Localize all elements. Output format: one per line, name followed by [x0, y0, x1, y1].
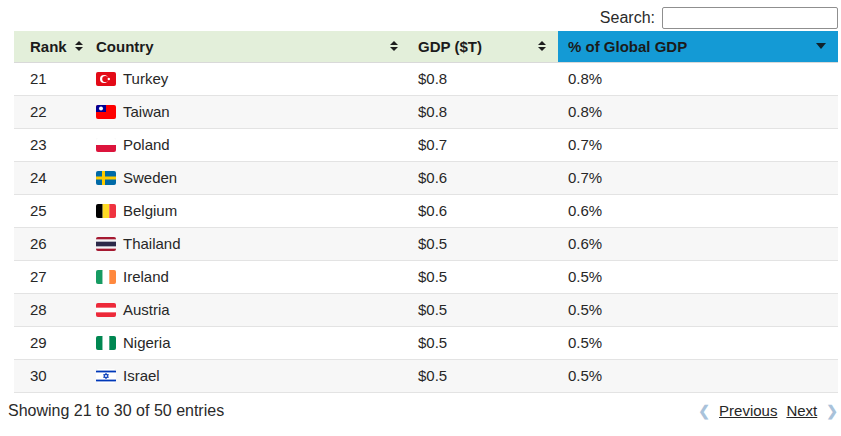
table-row: 21 Turkey $0.8 0.8%: [14, 62, 838, 95]
country-name: Belgium: [123, 202, 177, 219]
flag-belgium-icon: [96, 204, 116, 218]
pct-cell: 0.5%: [558, 260, 838, 293]
pct-cell: 0.8%: [558, 62, 838, 95]
pct-cell: 0.6%: [558, 227, 838, 260]
rank-cell: 28: [14, 293, 82, 326]
gdp-cell: $0.7: [410, 128, 558, 161]
country-name: Ireland: [123, 268, 169, 285]
country-cell: Turkey: [96, 70, 410, 87]
country-name: Israel: [123, 367, 160, 384]
country-cell: Sweden: [96, 169, 410, 186]
country-name: Taiwan: [123, 103, 170, 120]
previous-button[interactable]: Previous: [719, 402, 777, 419]
flag-taiwan-icon: [96, 105, 116, 119]
sort-both-icon: [390, 41, 398, 51]
table-row: 23 Poland $0.7 0.7%: [14, 128, 838, 161]
pct-cell: 0.6%: [558, 194, 838, 227]
country-name: Poland: [123, 136, 170, 153]
pct-cell: 0.8%: [558, 95, 838, 128]
rank-cell: 26: [14, 227, 82, 260]
table-header-row: Rank Country GDP ($T) % of Global GDP: [14, 31, 838, 62]
country-name: Turkey: [123, 70, 168, 87]
country-cell: Nigeria: [96, 334, 410, 351]
gdp-cell: $0.8: [410, 62, 558, 95]
search-input[interactable]: [662, 7, 838, 29]
column-header-rank[interactable]: Rank: [14, 31, 82, 62]
table-row: 28 Austria $0.5 0.5%: [14, 293, 838, 326]
column-header-country[interactable]: Country: [82, 31, 410, 62]
gdp-cell: $0.8: [410, 95, 558, 128]
rank-cell: 22: [14, 95, 82, 128]
country-name: Sweden: [123, 169, 177, 186]
country-cell: Israel: [96, 367, 410, 384]
table-row: 25 Belgium $0.6 0.6%: [14, 194, 838, 227]
flag-austria-icon: [96, 303, 116, 317]
entries-info: Showing 21 to 30 of 50 entries: [8, 402, 224, 420]
column-header-pct-global-gdp[interactable]: % of Global GDP: [558, 31, 838, 62]
next-chevron-icon[interactable]: ❯: [826, 403, 838, 419]
pagination: ❮ Previous Next ❯: [698, 402, 838, 419]
previous-chevron-icon[interactable]: ❮: [698, 403, 710, 419]
table-row: 27 Ireland $0.5 0.5%: [14, 260, 838, 293]
country-cell: Taiwan: [96, 103, 410, 120]
pct-cell: 0.7%: [558, 161, 838, 194]
rank-cell: 23: [14, 128, 82, 161]
flag-ireland-icon: [96, 270, 116, 284]
table-row: 22 Taiwan $0.8 0.8%: [14, 95, 838, 128]
table-row: 30 Israel $0.5 0.5%: [14, 359, 838, 392]
country-name: Nigeria: [123, 334, 171, 351]
country-name: Austria: [123, 301, 170, 318]
country-cell: Belgium: [96, 202, 410, 219]
pct-cell: 0.5%: [558, 293, 838, 326]
country-cell: Thailand: [96, 235, 410, 252]
rank-cell: 25: [14, 194, 82, 227]
column-header-gdp[interactable]: GDP ($T): [410, 31, 558, 62]
table-row: 26 Thailand $0.5 0.6%: [14, 227, 838, 260]
gdp-table: Rank Country GDP ($T) % of Global GDP 21: [14, 31, 838, 393]
rank-cell: 30: [14, 359, 82, 392]
flag-israel-icon: [96, 369, 116, 383]
country-cell: Austria: [96, 301, 410, 318]
table-row: 24 Sweden $0.6 0.7%: [14, 161, 838, 194]
gdp-cell: $0.5: [410, 260, 558, 293]
gdp-cell: $0.6: [410, 161, 558, 194]
next-button[interactable]: Next: [786, 402, 817, 419]
table-footer: Showing 21 to 30 of 50 entries ❮ Previou…: [0, 393, 841, 420]
pct-cell: 0.5%: [558, 326, 838, 359]
rank-cell: 27: [14, 260, 82, 293]
gdp-cell: $0.5: [410, 227, 558, 260]
flag-sweden-icon: [96, 171, 116, 185]
gdp-cell: $0.5: [410, 359, 558, 392]
sort-descending-icon: [816, 43, 826, 49]
sort-both-icon: [538, 41, 546, 51]
country-name: Thailand: [123, 235, 181, 252]
country-cell: Poland: [96, 136, 410, 153]
search-bar: Search:: [0, 0, 841, 31]
pct-cell: 0.5%: [558, 359, 838, 392]
sort-both-icon: [75, 41, 83, 51]
country-cell: Ireland: [96, 268, 410, 285]
flag-thailand-icon: [96, 237, 116, 251]
gdp-cell: $0.5: [410, 293, 558, 326]
rank-cell: 24: [14, 161, 82, 194]
flag-poland-icon: [96, 138, 116, 152]
rank-cell: 21: [14, 62, 82, 95]
flag-turkey-icon: [96, 72, 116, 86]
flag-nigeria-icon: [96, 336, 116, 350]
search-label: Search:: [600, 9, 655, 27]
rank-cell: 29: [14, 326, 82, 359]
table-row: 29 Nigeria $0.5 0.5%: [14, 326, 838, 359]
gdp-cell: $0.5: [410, 326, 558, 359]
pct-cell: 0.7%: [558, 128, 838, 161]
gdp-cell: $0.6: [410, 194, 558, 227]
